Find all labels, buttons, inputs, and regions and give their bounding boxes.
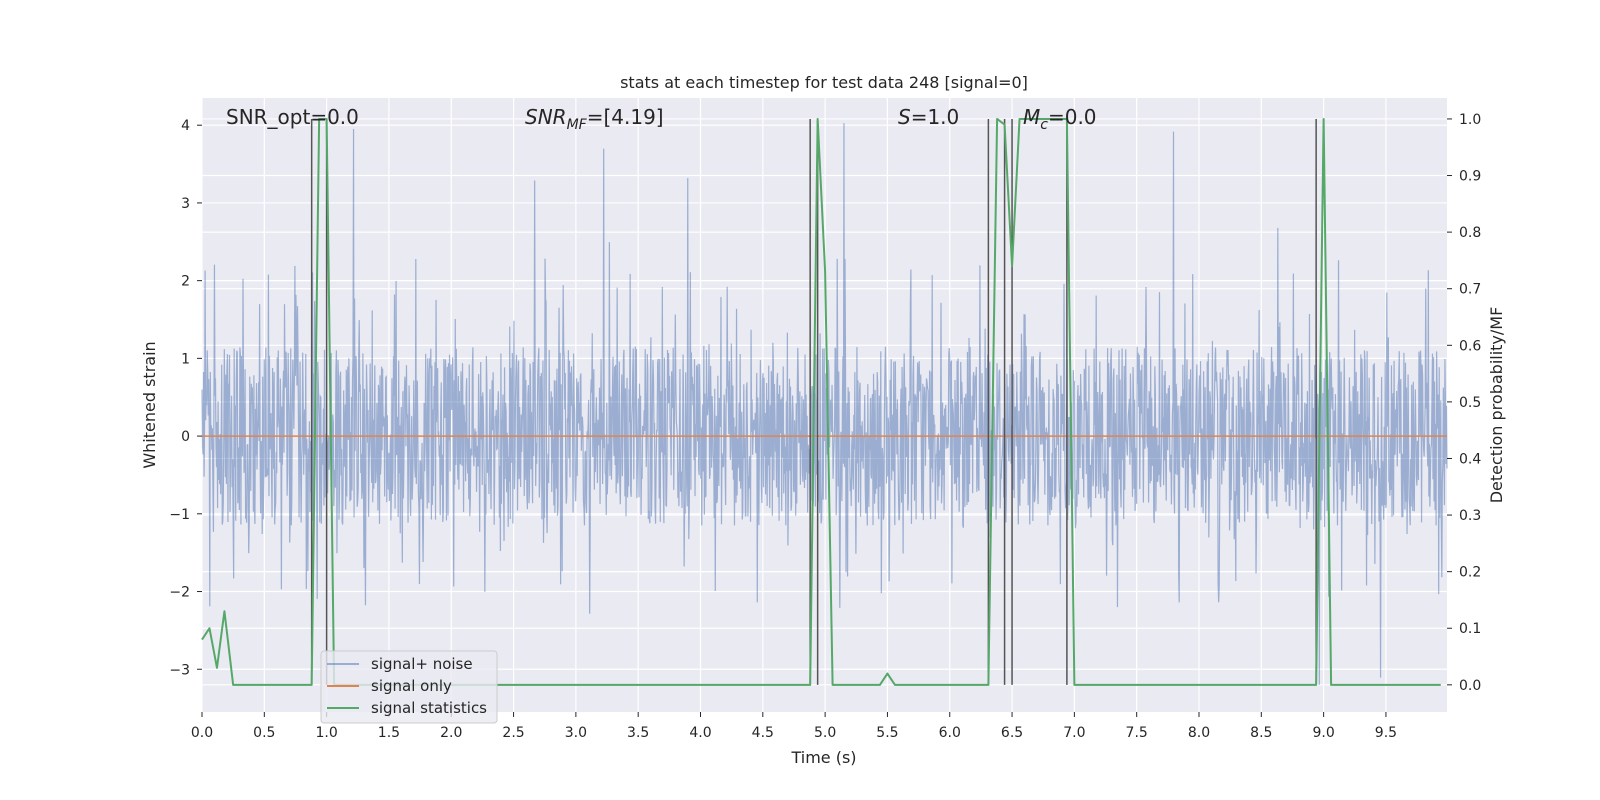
y2-tick-label-2: 0.2 <box>1459 565 1481 581</box>
y2-tick-label-4: 0.4 <box>1459 451 1481 467</box>
legend-box <box>320 650 498 724</box>
x-tick-label-11: 5.5 <box>876 725 898 741</box>
x-tick-label-3: 1.5 <box>378 725 400 741</box>
x-tick-label-18: 9.0 <box>1312 725 1334 741</box>
x-tick-label-14: 7.0 <box>1063 725 1085 741</box>
x-tick-label-16: 8.0 <box>1188 725 1210 741</box>
x-axis-label: Time (s) <box>790 748 856 767</box>
x-tick-label-12: 6.0 <box>939 725 961 741</box>
y2-tick-label-9: 0.9 <box>1459 169 1481 185</box>
y-tick-label-4: 1 <box>181 351 190 367</box>
x-ticks: 0.0 0.5 1.0 1.5 2.0 2.5 3.0 3.5 4.0 4.5 5.0 5.5 6.0 6… <box>191 712 1397 741</box>
y2-tick-label-6: 0.6 <box>1459 338 1481 354</box>
x-tick-label-5: 2.5 <box>502 725 524 741</box>
legend-label-noise: signal+ noise <box>371 655 473 673</box>
y-axis-label: Whitened strain <box>140 341 159 468</box>
x-tick-label-9: 4.5 <box>752 725 774 741</box>
y-tick-label-0: −3 <box>169 662 190 678</box>
x-tick-label-10: 5.0 <box>814 725 836 741</box>
annotation-mc: Mc=0.0 <box>1023 105 1097 133</box>
chart-title: stats at each timestep for test data 248… <box>620 73 1028 92</box>
x-tick-label-7: 3.5 <box>627 725 649 741</box>
x-tick-label-19: 9.5 <box>1375 725 1397 741</box>
noise-series <box>201 123 1448 685</box>
x-tick-label-17: 8.5 <box>1250 725 1272 741</box>
x-tick-label-8: 4.0 <box>689 725 711 741</box>
y-tick-label-6: 3 <box>181 196 190 212</box>
x-tick-label-6: 3.0 <box>565 725 587 741</box>
signal-statistics-series <box>201 117 1441 686</box>
x-tick-label-15: 7.5 <box>1126 725 1148 741</box>
x-tick-label-4: 2.0 <box>440 725 462 741</box>
y-tick-label-2: −1 <box>169 507 190 523</box>
noise-line <box>201 123 1448 685</box>
y-tick-label-5: 2 <box>181 274 190 290</box>
y-tick-label-1: −2 <box>169 585 190 601</box>
y2-tick-label-3: 0.3 <box>1459 508 1481 524</box>
y-ticks: −3 −2 −1 0 1 2 3 4 <box>169 118 202 678</box>
y2-tick-label-7: 0.7 <box>1459 282 1481 298</box>
legend: signal+ noise signal only signal statist… <box>320 650 498 724</box>
x-tick-label-13: 6.5 <box>1001 725 1023 741</box>
y2-tick-label-5: 0.5 <box>1459 395 1481 411</box>
x-tick-label-2: 1.0 <box>315 725 337 741</box>
y2-axis-label: Detection probability/MF <box>1487 307 1506 504</box>
vlines <box>310 118 1317 685</box>
annotation-s: S=1.0 <box>898 105 959 129</box>
legend-label-statistics: signal statistics <box>371 699 487 717</box>
y2-tick-label-0: 0.0 <box>1459 678 1481 694</box>
y-tick-label-7: 4 <box>181 118 190 134</box>
y2-tick-label-10: 1.0 <box>1459 112 1481 128</box>
y-tick-label-3: 0 <box>181 429 190 445</box>
annotation-snr-mf: SNRMF=[4.19] <box>525 105 664 133</box>
legend-label-signal-only: signal only <box>371 677 452 695</box>
x-tick-label-0: 0.0 <box>191 725 213 741</box>
statistics-line <box>201 117 1441 686</box>
x-tick-label-1: 0.5 <box>253 725 275 741</box>
y2-ticks: 0.0 0.1 0.2 0.3 0.4 0.5 0.6 0.7 0.8 0.9 1.0 <box>1447 112 1481 694</box>
y2-tick-label-8: 0.8 <box>1459 225 1481 241</box>
y2-tick-label-1: 0.1 <box>1459 621 1481 637</box>
annotation-snr-opt: SNR_opt=0.0 <box>226 105 359 129</box>
